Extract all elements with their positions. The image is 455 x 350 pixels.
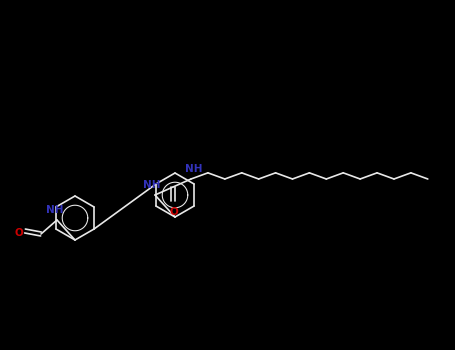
Text: O: O xyxy=(170,207,178,217)
Text: NH: NH xyxy=(143,180,161,190)
Text: O: O xyxy=(15,228,23,238)
Text: NH: NH xyxy=(46,205,64,215)
Text: NH: NH xyxy=(185,164,203,174)
